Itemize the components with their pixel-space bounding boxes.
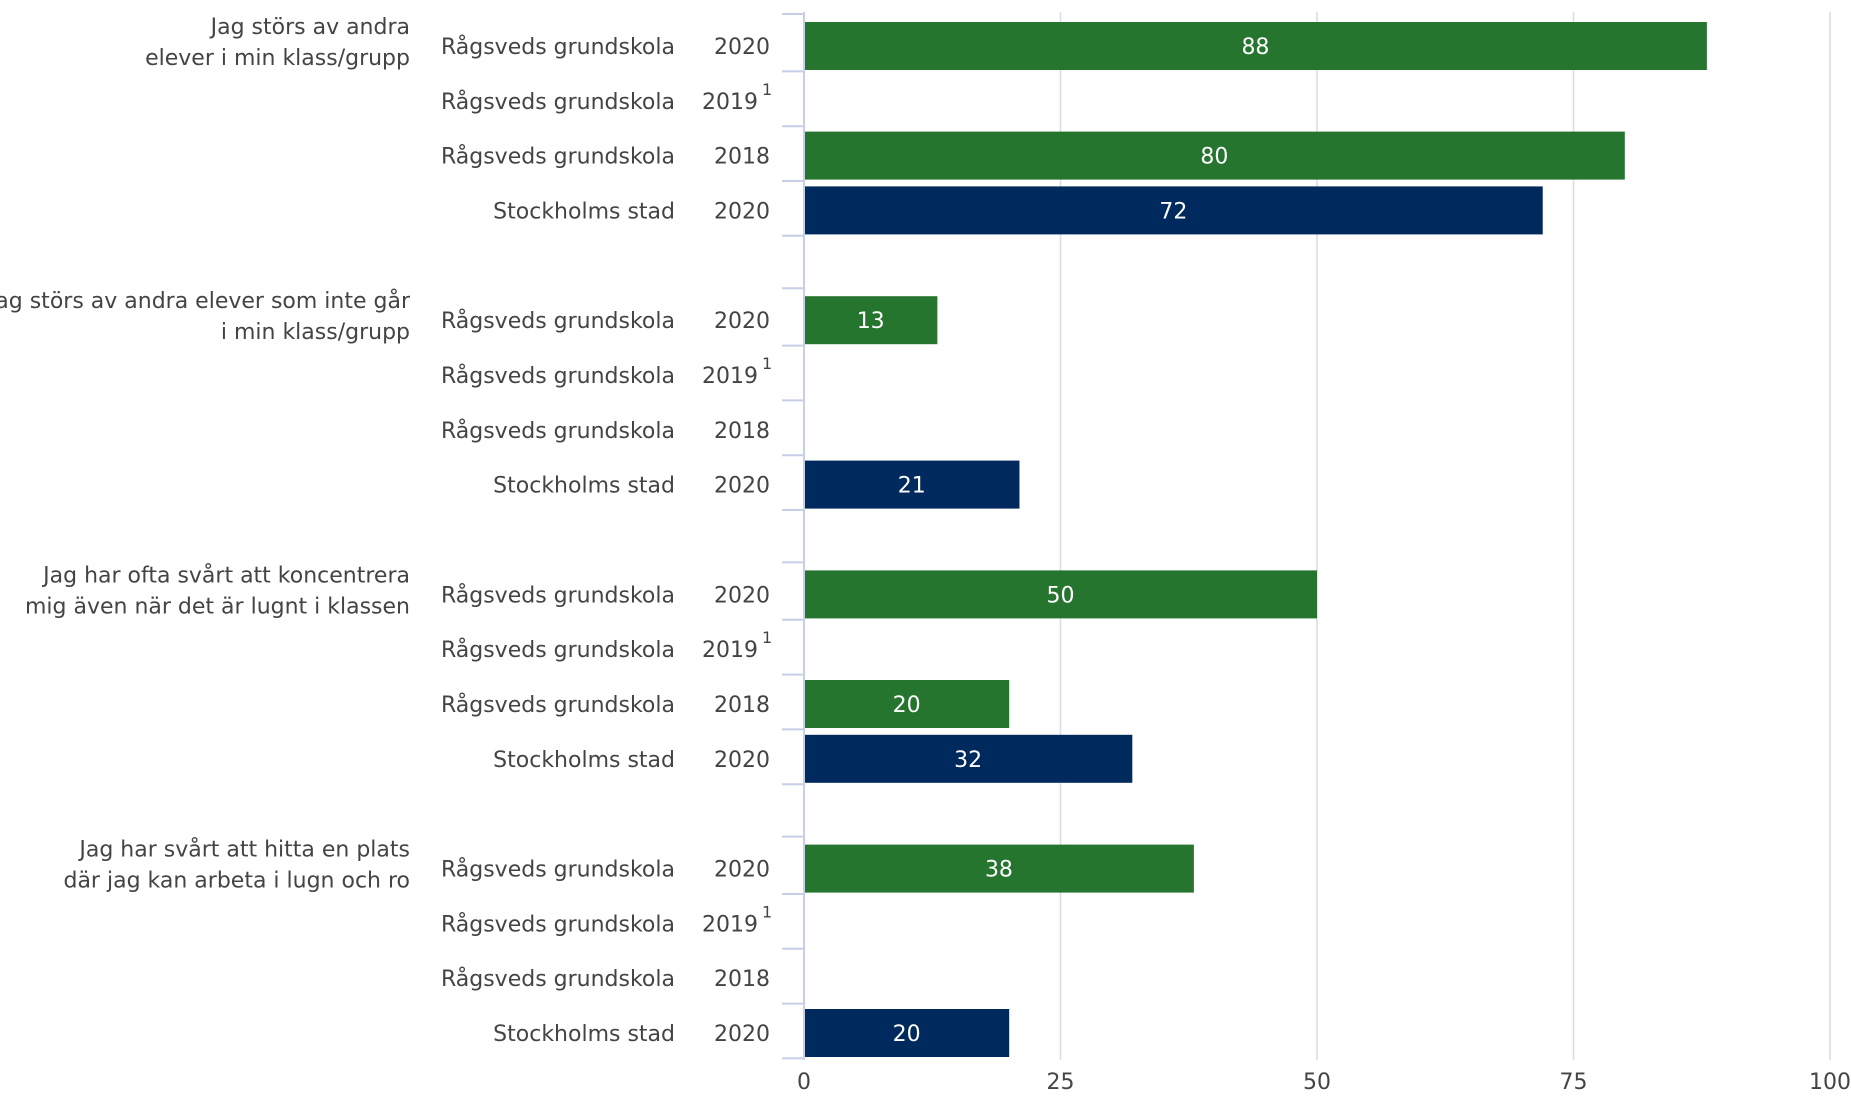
row-unit-label: Rågsveds grundskola	[441, 692, 675, 718]
bars: 88 80 72 13 21 50 20 32 38 20	[804, 22, 1707, 1057]
bar	[804, 296, 938, 345]
bar-value-label: 13	[857, 309, 885, 334]
row-unit-label: Rågsveds grundskola	[441, 911, 675, 937]
row-year-label: 2020	[714, 35, 770, 60]
x-tick-label: 50	[1303, 1070, 1331, 1095]
question-label: elever i min klass/grupp	[145, 46, 410, 71]
bar	[804, 680, 1010, 728]
question-label: Jag störs av andra elever som inte går	[0, 288, 411, 314]
row-footnote-mark: 1	[762, 354, 772, 373]
bar-value-label: 32	[954, 748, 982, 773]
row-unit-label: Rågsveds grundskola	[441, 418, 675, 444]
bar	[804, 22, 1707, 70]
row-unit-label: Rågsveds grundskola	[441, 89, 675, 115]
bar-value-label: 20	[893, 693, 921, 718]
row-year-label: 2020	[714, 309, 770, 334]
row-year-label: 2020	[714, 748, 770, 773]
row-unit-label: Stockholms stad	[493, 199, 675, 224]
row-year-label: 2020	[714, 1022, 770, 1047]
x-tick-label: 100	[1809, 1070, 1851, 1095]
x-tick-label: 0	[797, 1070, 811, 1095]
row-year-label: 2020	[714, 583, 770, 608]
row-unit-label: Rågsveds grundskola	[441, 966, 675, 992]
row-unit-label: Rågsveds grundskola	[441, 363, 675, 389]
row-year-label: 2019	[702, 90, 758, 115]
row-unit-label: Rågsveds grundskola	[441, 857, 675, 883]
bar-value-label: 88	[1241, 35, 1269, 60]
row-footnote-mark: 1	[762, 628, 772, 647]
row-year-label: 2020	[714, 474, 770, 499]
row-year-label: 2019	[702, 638, 758, 663]
row-year-label: 2019	[702, 364, 758, 389]
row-unit-label: Rågsveds grundskola	[441, 34, 675, 60]
bar-value-label: 20	[893, 1022, 921, 1047]
axes: 0 25 50 75 100	[782, 12, 1851, 1095]
row-year-label: 2020	[714, 199, 770, 224]
bar-value-label: 80	[1200, 145, 1228, 170]
bar	[804, 734, 1133, 783]
bar	[804, 570, 1317, 619]
row-unit-label: Stockholms stad	[493, 748, 675, 773]
row-year-label: 2019	[702, 912, 758, 937]
question-label: Jag störs av andra	[209, 15, 410, 40]
row-year-label: 2020	[714, 858, 770, 883]
row-year-label: 2018	[714, 693, 770, 718]
row-unit-label: Stockholms stad	[493, 474, 675, 499]
row-footnote-mark: 1	[762, 902, 772, 921]
bar-value-label: 72	[1159, 199, 1187, 224]
question-label: mig även när det är lugnt i klassen	[25, 594, 410, 619]
row-unit-label: Rågsveds grundskola	[441, 582, 675, 608]
row-unit-label: Rågsveds grundskola	[441, 144, 675, 170]
bar	[804, 844, 1194, 893]
category-labels: Rågsveds grundskola 2020 Rågsveds grundsko…	[0, 15, 772, 1047]
row-year-label: 2018	[714, 145, 770, 170]
bar	[804, 1009, 1010, 1057]
bar-value-label: 21	[898, 474, 926, 499]
row-year-label: 2018	[714, 967, 770, 992]
bar	[804, 460, 1020, 509]
bar	[804, 186, 1543, 235]
row-year-label: 2018	[714, 419, 770, 444]
row-unit-label: Rågsveds grundskola	[441, 308, 675, 334]
row-footnote-mark: 1	[762, 80, 772, 99]
x-tick-label: 25	[1047, 1070, 1075, 1095]
bar-value-label: 50	[1047, 583, 1075, 608]
bar	[804, 131, 1625, 180]
question-label: i min klass/grupp	[221, 320, 410, 345]
question-label: Jag har ofta svårt att koncentrera	[41, 562, 410, 588]
x-tick-label: 75	[1560, 1070, 1588, 1095]
row-unit-label: Stockholms stad	[493, 1022, 675, 1047]
row-unit-label: Rågsveds grundskola	[441, 637, 675, 663]
bar-value-label: 38	[985, 858, 1013, 883]
question-label: där jag kan arbeta i lugn och ro	[63, 869, 410, 894]
question-label: Jag har svårt att hitta en plats	[77, 837, 410, 863]
